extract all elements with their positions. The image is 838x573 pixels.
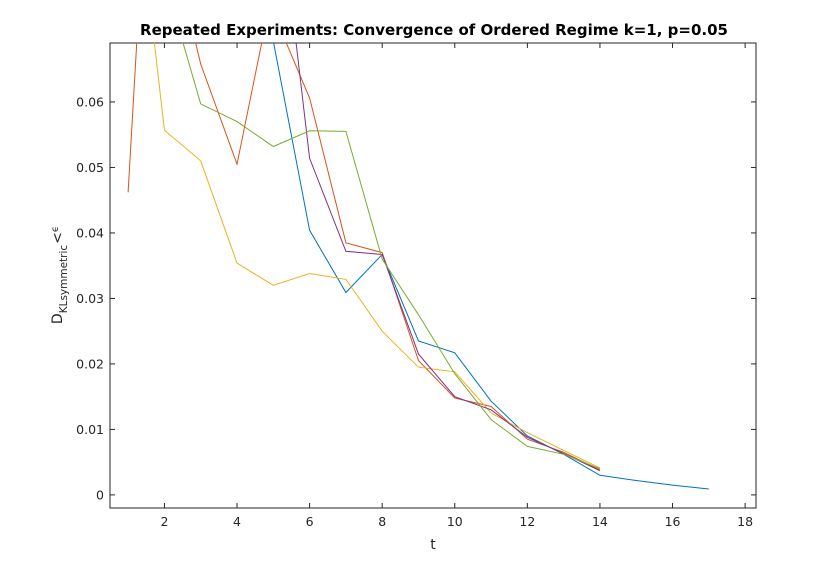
x-tick-label: 2 <box>160 514 168 529</box>
y-tick-label: 0.01 <box>76 422 104 437</box>
x-tick-label: 18 <box>737 514 753 529</box>
plot-area: 2 4 6 8 10 12 14 16 18 0 0.01 0.02 0.03 0.04 0.05 0.06 <box>76 42 757 529</box>
y-label-lt: < <box>50 232 66 244</box>
y-label-epsilon: ϵ <box>50 226 61 232</box>
x-tick-label: 14 <box>592 514 608 529</box>
x-tick-label: 12 <box>519 514 535 529</box>
series-line-4 <box>295 43 601 472</box>
series-line-3 <box>153 43 601 469</box>
y-label-subscript: KLsymmetric <box>58 245 70 314</box>
y-tick-label: 0 <box>96 487 104 502</box>
series-line-5 <box>182 43 601 470</box>
axes-box <box>109 42 757 509</box>
y-tick-label: 0.05 <box>76 160 104 175</box>
x-tick-label: 16 <box>665 514 681 529</box>
x-axis-label: t <box>430 537 436 553</box>
series-layer <box>127 43 709 490</box>
y-tick-label: 0.02 <box>76 356 104 371</box>
chart-title: Repeated Experiments: Convergence of Ord… <box>140 21 728 39</box>
x-tick-label: 4 <box>233 514 241 529</box>
series-line-1 <box>273 43 709 490</box>
x-tick-label: 6 <box>306 514 314 529</box>
x-axis: 2 4 6 8 10 12 14 16 18 <box>160 43 753 529</box>
y-label-main: D <box>50 313 66 324</box>
y-tick-label: 0.06 <box>76 94 104 109</box>
y-tick-label: 0.04 <box>76 225 104 240</box>
y-tick-label: 0.03 <box>76 291 104 306</box>
y-axis: 0 0.01 0.02 0.03 0.04 0.05 0.06 <box>76 94 756 502</box>
x-tick-label: 8 <box>378 514 386 529</box>
y-axis-label: DKLsymmetric<ϵ <box>50 226 70 324</box>
x-tick-label: 10 <box>447 514 463 529</box>
